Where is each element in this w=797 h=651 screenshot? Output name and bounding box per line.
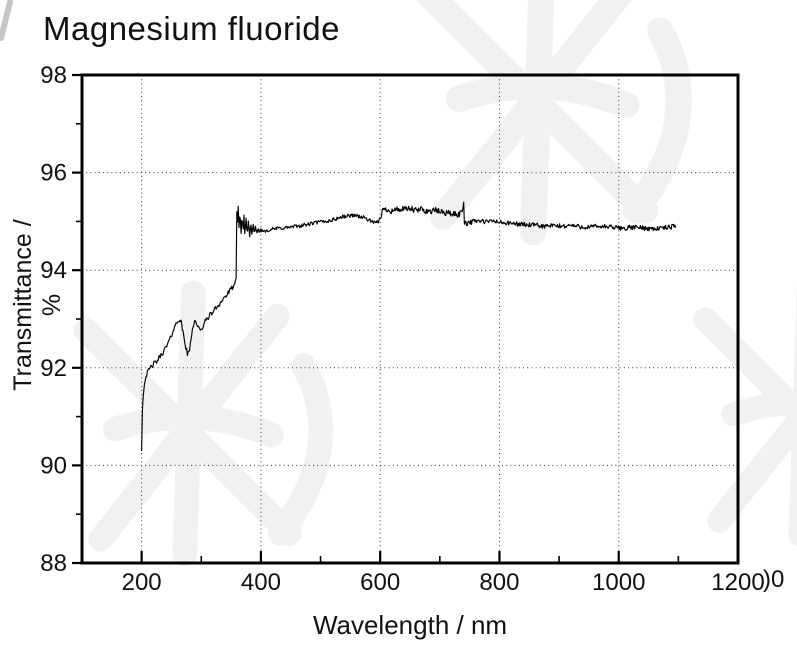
transmittance-curve — [141, 201, 677, 452]
watermark — [0, 0, 797, 554]
x-tick-label: 800 — [479, 569, 519, 596]
y-tick-label: 88 — [40, 550, 67, 577]
y-tick-label: 98 — [40, 62, 67, 89]
y-axis-title: Transmittance / % — [9, 219, 66, 391]
x-tick-label: 1200 — [711, 569, 764, 596]
y-tick-label: 96 — [40, 160, 67, 187]
x-tick-label: 600 — [360, 569, 400, 596]
x-tick-label: 200 — [122, 569, 162, 596]
clipped-axis-label: )0 — [763, 566, 785, 593]
x-tick-label: 400 — [241, 569, 281, 596]
x-axis-title: Wavelength / nm — [312, 610, 508, 640]
y-tick-label: 92 — [40, 355, 67, 382]
y-tick-label: 94 — [40, 257, 67, 284]
chart-title: Magnesium fluoride — [43, 10, 340, 47]
x-tick-label: 1000 — [592, 569, 645, 596]
watermark-fragment — [0, 0, 13, 41]
y-tick-label: 90 — [40, 452, 67, 479]
